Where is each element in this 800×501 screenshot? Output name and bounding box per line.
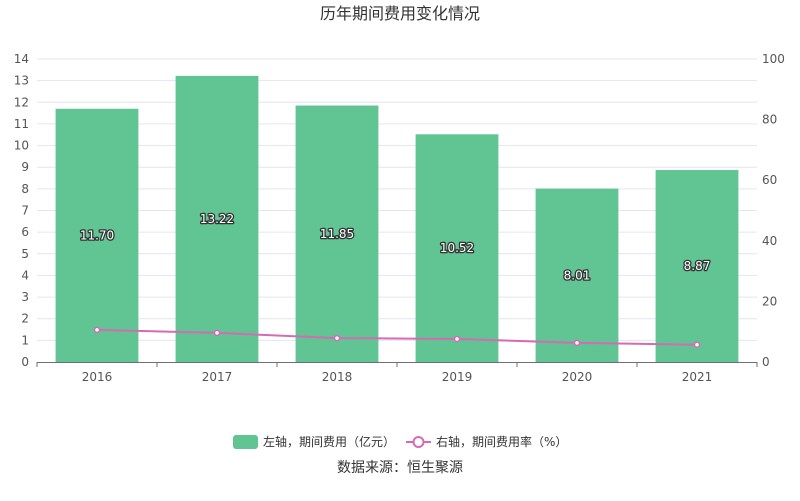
bar-value-label: 10.52: [440, 241, 474, 255]
right-axis-tick-label: 20: [762, 294, 777, 308]
x-axis-tick-label: 2016: [82, 370, 113, 384]
left-axis-tick-label: 6: [21, 225, 29, 239]
left-axis-tick-label: 2: [21, 312, 29, 326]
legend-bar-label: 左轴，期间费用（亿元）: [263, 434, 395, 449]
x-axis-tick-label: 2019: [442, 370, 473, 384]
grid-lines: [37, 58, 757, 341]
rate-point: [213, 329, 221, 337]
right-axis-tick-label: 40: [762, 234, 777, 248]
bar: [535, 188, 619, 362]
right-axis-tick-label: 60: [762, 173, 777, 187]
rate-point: [453, 335, 461, 343]
legend-line-marker: [412, 436, 425, 448]
left-axis-tick-label: 4: [21, 268, 29, 282]
bar-series: [55, 75, 739, 363]
bar-value-label: 13.22: [200, 212, 234, 226]
x-axis-tick-label: 2018: [322, 370, 353, 384]
bar-value-label: 11.85: [320, 227, 354, 241]
rate-point: [693, 341, 701, 348]
data-labels: 11.70 13.22 11.85 10.52 8.01 8.87: [79, 211, 712, 284]
left-axis-tick-label: 8: [21, 182, 29, 196]
bar-value-label: 8.01: [564, 268, 591, 282]
legend-bar-swatch: [233, 435, 258, 449]
left-axis-tick-label: 12: [14, 95, 29, 109]
left-axis-tick-label: 11: [14, 117, 29, 131]
bar-value-label: 8.87: [684, 259, 711, 273]
right-axis-tick-label: 80: [762, 113, 777, 127]
left-axis-tick-label: 0: [21, 355, 29, 369]
right-axis-tick-label: 100: [762, 52, 785, 66]
rate-point: [333, 334, 341, 342]
bar: [175, 75, 259, 362]
bar-value-label: 11.70: [80, 228, 114, 242]
rate-line: [96, 328, 698, 346]
legend-line-label: 右轴，期间费用率（%）: [436, 434, 567, 449]
left-axis-tick-label: 1: [21, 333, 29, 347]
x-axis-tick-label: 2021: [682, 370, 713, 384]
left-axis-tick-label: 7: [21, 204, 29, 218]
right-axis-tick-label: 0: [762, 355, 770, 369]
left-axis-tick-label: 9: [21, 160, 29, 174]
x-axis-tick-label: 2017: [202, 370, 233, 384]
left-axis-tick-label: 13: [14, 74, 29, 88]
chart-title: 历年期间费用变化情况: [320, 4, 480, 23]
rate-point: [573, 339, 581, 347]
left-axis-tick-label: 5: [21, 247, 29, 261]
x-axis-tick-label: 2020: [562, 370, 593, 384]
bar: [415, 134, 499, 362]
source-note: 数据来源：恒生聚源: [337, 460, 463, 476]
legend[interactable]: 左轴，期间费用（亿元） 右轴，期间费用率（%）: [233, 434, 567, 449]
bar: [55, 108, 139, 363]
left-axis-tick-label: 3: [21, 290, 29, 304]
line-series: [93, 326, 701, 348]
bar: [295, 105, 379, 363]
left-axis-tick-label: 14: [14, 52, 29, 66]
left-axis-tick-label: 10: [14, 139, 29, 153]
rate-point: [93, 326, 101, 334]
bar: [655, 170, 739, 362]
